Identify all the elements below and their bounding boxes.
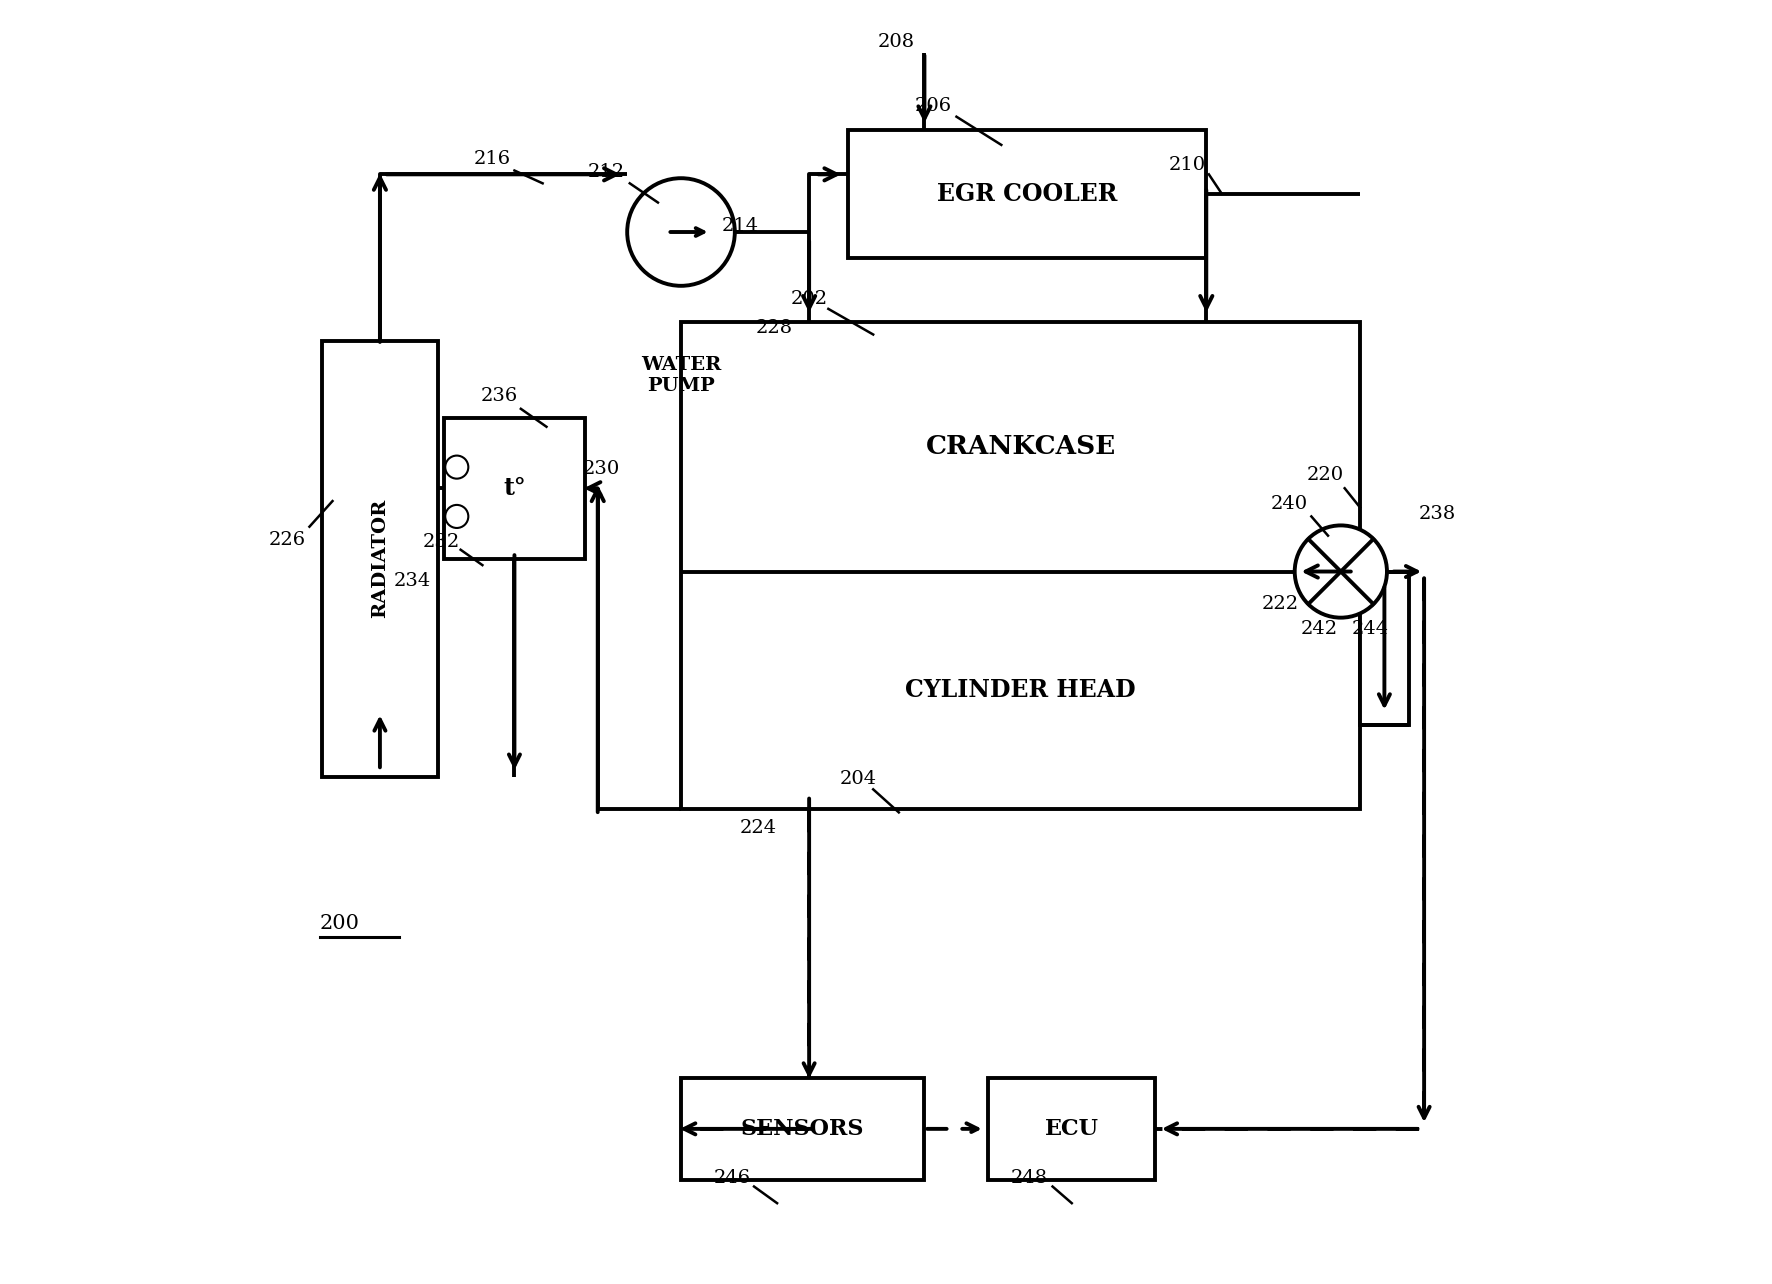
Text: 208: 208 <box>877 33 914 51</box>
Bar <box>1361 571 1409 725</box>
Text: SENSORS: SENSORS <box>741 1118 865 1140</box>
Text: EGR COOLER: EGR COOLER <box>937 181 1116 205</box>
Text: 210: 210 <box>1168 157 1205 175</box>
Bar <box>847 130 1207 258</box>
Text: 232: 232 <box>424 533 461 551</box>
Text: 226: 226 <box>269 530 307 548</box>
Text: 220: 220 <box>1308 466 1343 484</box>
Text: 206: 206 <box>914 98 952 116</box>
Text: RADIATOR: RADIATOR <box>370 499 388 619</box>
Circle shape <box>627 178 735 286</box>
Text: 238: 238 <box>1418 505 1455 523</box>
Text: 212: 212 <box>588 163 626 181</box>
Bar <box>445 417 585 559</box>
Text: 228: 228 <box>757 320 794 338</box>
Text: 234: 234 <box>393 571 431 589</box>
Text: 248: 248 <box>1012 1168 1047 1186</box>
Text: 204: 204 <box>840 770 877 788</box>
Text: 200: 200 <box>319 914 360 933</box>
Text: 242: 242 <box>1301 620 1338 638</box>
Text: 240: 240 <box>1271 494 1308 512</box>
Text: 214: 214 <box>721 217 758 235</box>
Text: CYLINDER HEAD: CYLINDER HEAD <box>905 678 1136 702</box>
Bar <box>989 1077 1155 1180</box>
Circle shape <box>445 456 468 479</box>
Text: 202: 202 <box>790 290 828 308</box>
Bar <box>323 342 438 777</box>
Text: 224: 224 <box>739 819 776 837</box>
Text: t°: t° <box>503 476 526 501</box>
Bar <box>680 322 1361 809</box>
Text: ECU: ECU <box>1045 1118 1099 1140</box>
Text: CRANKCASE: CRANKCASE <box>925 434 1116 460</box>
Bar <box>680 1077 925 1180</box>
Text: 230: 230 <box>583 460 620 478</box>
Text: 246: 246 <box>714 1168 751 1186</box>
Text: 216: 216 <box>475 150 512 168</box>
Text: 222: 222 <box>1262 594 1299 612</box>
Circle shape <box>445 505 468 528</box>
Text: WATER
PUMP: WATER PUMP <box>641 356 721 395</box>
Circle shape <box>1295 525 1387 618</box>
Text: 244: 244 <box>1352 620 1389 638</box>
Text: 236: 236 <box>480 386 517 404</box>
